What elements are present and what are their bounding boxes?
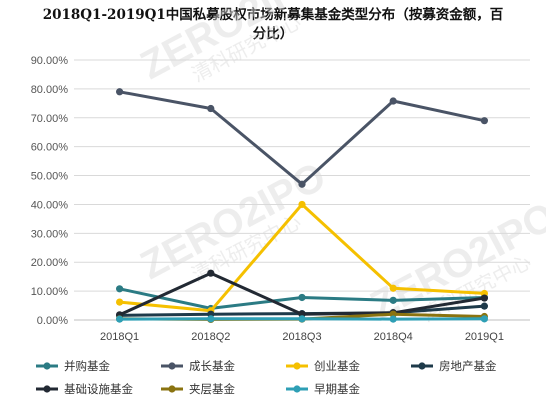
y-tick-label: 20.00% bbox=[31, 257, 69, 269]
y-tick-label: 40.00% bbox=[31, 199, 69, 211]
y-tick-label: 30.00% bbox=[31, 228, 69, 240]
data-point bbox=[207, 104, 215, 113]
x-tick-label: 2019Q1 bbox=[465, 331, 504, 343]
legend-swatch-marker bbox=[293, 385, 301, 393]
y-tick-label: 0.00% bbox=[37, 315, 68, 327]
legend-swatch-marker bbox=[168, 362, 176, 370]
legend-swatch-marker bbox=[168, 385, 176, 393]
data-point bbox=[389, 315, 397, 323]
y-tick-label: 90.00% bbox=[31, 55, 69, 67]
legend-swatch-marker bbox=[418, 362, 426, 370]
y-tick-label: 10.00% bbox=[31, 286, 69, 298]
data-point bbox=[389, 97, 397, 105]
legend-label: 创业基金 bbox=[314, 359, 360, 373]
y-tick-label: 80.00% bbox=[31, 84, 69, 96]
legend-label: 并购基金 bbox=[64, 359, 110, 373]
legend-label: 成长基金 bbox=[189, 359, 235, 373]
legend-label: 夹层基金 bbox=[189, 382, 235, 396]
data-point bbox=[116, 298, 124, 306]
data-point bbox=[116, 88, 124, 96]
series-lines bbox=[116, 88, 488, 324]
data-point bbox=[298, 200, 306, 209]
data-point bbox=[480, 117, 488, 125]
y-axis-ticks: 0.00% 10.00% 20.00% 30.00% 40.00% 50.00% 60.00… bbox=[31, 55, 69, 327]
data-point bbox=[207, 269, 215, 277]
chart-title: 2018Q1-2019Q1中国私募股权市场新募集基金类型分布（按募资金额，百分比… bbox=[42, 7, 504, 42]
data-point bbox=[298, 293, 306, 302]
legend-label: 房地产基金 bbox=[439, 359, 497, 373]
data-point bbox=[298, 315, 306, 323]
data-point bbox=[480, 302, 488, 310]
legend-swatch-marker bbox=[43, 385, 51, 393]
legend-label: 早期基金 bbox=[314, 382, 360, 396]
data-point bbox=[207, 315, 215, 323]
x-axis-ticks: 2018Q1 2018Q2 2018Q3 2018Q4 2019Q1 bbox=[100, 331, 504, 343]
data-point bbox=[480, 294, 488, 302]
data-point bbox=[389, 296, 397, 304]
legend-label: 基础设施基金 bbox=[64, 382, 133, 396]
legend-swatch-marker bbox=[43, 362, 51, 370]
data-point bbox=[116, 285, 124, 293]
legend-swatch-marker bbox=[293, 362, 301, 370]
y-tick-label: 50.00% bbox=[31, 171, 69, 183]
data-point bbox=[116, 315, 124, 323]
x-tick-label: 2018Q2 bbox=[191, 331, 230, 343]
y-tick-label: 70.00% bbox=[31, 113, 69, 125]
x-tick-label: 2018Q3 bbox=[282, 331, 321, 343]
data-point bbox=[389, 284, 397, 292]
x-tick-label: 2018Q4 bbox=[374, 331, 413, 343]
y-tick-label: 60.00% bbox=[31, 142, 69, 154]
data-point bbox=[480, 315, 488, 323]
data-point bbox=[298, 180, 306, 188]
x-tick-label: 2018Q1 bbox=[100, 331, 139, 343]
